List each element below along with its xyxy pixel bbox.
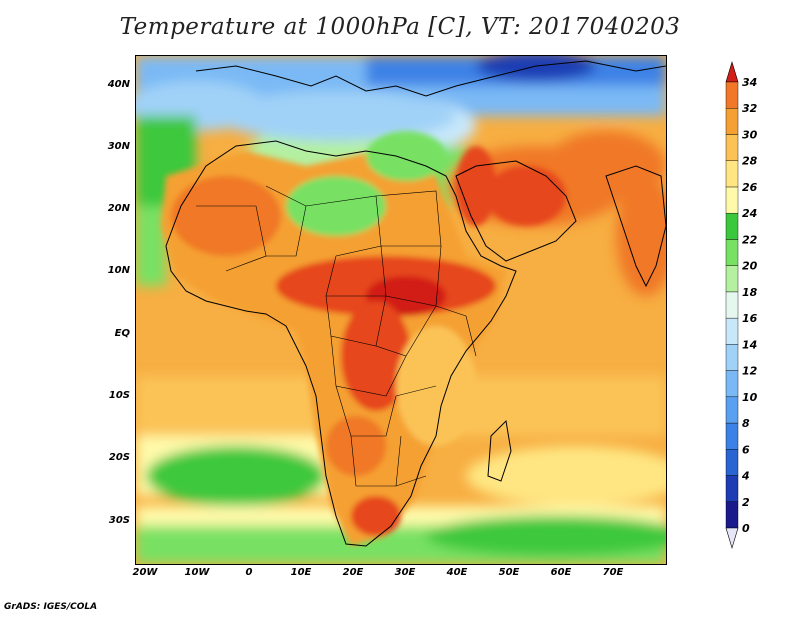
colorbar-tick-label: 2 [742,496,750,509]
colorbar-tick-label: 10 [742,391,758,404]
colorbar-segment [725,265,739,293]
colorbar-tick-label: 24 [742,207,757,220]
india-coastline [605,165,666,288]
colorbar-tick-label: 14 [742,338,757,351]
colorbar-segment [725,239,739,266]
colorbar-tick-label: 34 [742,76,757,89]
colorbar-tick-label: 20 [742,260,758,273]
europe-coastline [195,60,666,97]
colorbar-segment [725,370,739,398]
lon-label-0: 0 [245,567,253,578]
colorbar-tick-label: 8 [742,417,750,430]
lon-label-30e: 30E [394,567,416,578]
colorbar-segment [725,449,739,476]
credit-label: GrADS: IGES/COLA [4,602,98,612]
colorbar-tick-label: 0 [742,522,750,535]
lon-label-10e: 10E [290,567,312,578]
lat-label-30n: 30N [107,141,130,152]
colorbar-segment [725,186,739,214]
lat-label-30s: 30S [108,515,130,526]
colorbar-segment [725,344,739,371]
arabia-coastline [455,160,577,262]
lon-label-20e: 20E [342,567,364,578]
colorbar-segment [725,81,739,109]
lon-label-50e: 50E [498,567,520,578]
map-plot-area [135,55,667,565]
lat-label-20n: 20N [107,203,130,214]
lon-label-60e: 60E [550,567,572,578]
colorbar-tick-label: 32 [742,102,758,115]
country-borders [196,185,477,487]
colorbar-tick-label: 30 [742,128,758,141]
lon-label-40e: 40E [446,567,468,578]
colorbar-tick-label: 22 [742,233,758,246]
colorbar-segment [725,134,739,161]
colorbar-segment [725,291,739,319]
colorbar-tick-label: 12 [742,365,758,378]
africa-coastline [165,140,517,547]
lat-label-40n: 40N [107,79,130,90]
madagascar [487,419,512,482]
lat-label-20s: 20S [108,452,130,463]
lon-label-20w: 20W [132,567,158,578]
colorbar-segment [725,212,739,240]
colorbar-segment [725,317,739,345]
lat-label-eq: EQ [114,328,130,339]
colorbar-segment [725,160,739,188]
colorbar: 0 2 4 6 8 10 12 14 16 18 20 22 24 26 28 30 32 34 [720,60,800,560]
colorbar-tick-label: 16 [742,312,758,325]
colorbar-tick-label: 18 [742,286,758,299]
colorbar-tick-label: 28 [742,155,758,168]
colorbar-tick-label: 4 [741,470,750,483]
lon-label-70e: 70E [602,567,624,578]
colorbar-segment [725,475,739,502]
colorbar-over-triangle [725,60,739,83]
colorbar-tick-label: 26 [742,181,758,194]
colorbar-segment [725,108,739,135]
colorbar-segment [725,422,739,450]
colorbar-segment [725,501,739,529]
lat-label-10n: 10N [107,265,130,276]
colorbar-segment [725,396,739,424]
temperature-field-map [136,56,666,564]
colorbar-under-triangle [725,527,739,550]
colorbar-tick-label: 6 [742,443,750,456]
lat-label-10s: 10S [108,390,130,401]
lon-label-10w: 10W [184,567,210,578]
chart-title: Temperature at 1000hPa [C], VT: 20170402… [119,14,681,40]
